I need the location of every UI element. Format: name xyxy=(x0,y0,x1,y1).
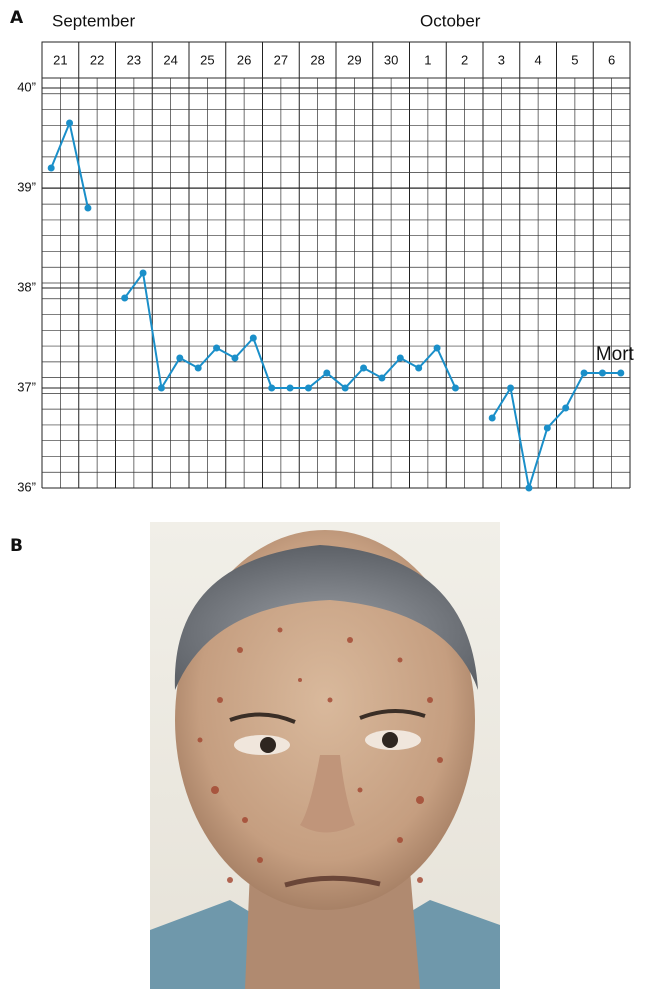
data-point xyxy=(507,385,514,392)
y-tick-label: 37” xyxy=(17,379,36,394)
y-tick-label: 40” xyxy=(17,79,36,94)
data-point xyxy=(231,355,238,362)
y-tick-label: 39” xyxy=(17,179,36,194)
month-label: September xyxy=(52,11,135,30)
data-point xyxy=(525,485,532,492)
data-point xyxy=(489,415,496,422)
data-point xyxy=(599,370,606,377)
x-tick-label: 30 xyxy=(384,52,398,67)
x-tick-label: 2 xyxy=(461,52,468,67)
x-tick-label: 5 xyxy=(571,52,578,67)
panel-label: A xyxy=(10,8,24,28)
data-point xyxy=(342,385,349,392)
data-point xyxy=(562,405,569,412)
data-point xyxy=(434,345,441,352)
x-tick-label: 4 xyxy=(535,52,542,67)
month-label: October xyxy=(420,11,481,30)
figure: A September October B xyxy=(0,0,648,989)
y-tick-label: 38” xyxy=(17,279,36,294)
data-point xyxy=(305,385,312,392)
x-tick-label: 6 xyxy=(608,52,615,67)
y-tick-label: 36” xyxy=(17,479,36,494)
x-tick-label: 27 xyxy=(274,52,288,67)
data-point xyxy=(140,270,147,277)
data-point xyxy=(617,370,624,377)
x-tick-label: 25 xyxy=(200,52,214,67)
data-point xyxy=(360,365,367,372)
x-tick-label: 26 xyxy=(237,52,251,67)
data-point xyxy=(268,385,275,392)
data-point xyxy=(158,385,165,392)
data-point xyxy=(397,355,404,362)
data-point xyxy=(250,335,257,342)
x-tick-label: 29 xyxy=(347,52,361,67)
x-tick-label: 24 xyxy=(163,52,177,67)
x-tick-label: 28 xyxy=(310,52,324,67)
data-point xyxy=(452,385,459,392)
x-tick-label: 23 xyxy=(127,52,141,67)
data-point xyxy=(323,370,330,377)
panel-label: B xyxy=(10,536,23,556)
x-tick-label: 22 xyxy=(90,52,104,67)
portrait xyxy=(150,522,500,989)
x-tick-label: 21 xyxy=(53,52,67,67)
data-point xyxy=(195,365,202,372)
data-point xyxy=(121,295,128,302)
series-line xyxy=(51,123,88,208)
x-tick-label: 3 xyxy=(498,52,505,67)
x-tick-label: 1 xyxy=(424,52,431,67)
data-point xyxy=(213,345,220,352)
data-point xyxy=(581,370,588,377)
data-point xyxy=(66,120,73,127)
data-point xyxy=(378,375,385,382)
annotation: Mort xyxy=(596,344,635,365)
data-point xyxy=(544,425,551,432)
data-point xyxy=(84,205,91,212)
page: {"panels": ["A", "B"], "chart_data": {"t… xyxy=(0,0,648,989)
data-point xyxy=(48,165,55,172)
data-point xyxy=(176,355,183,362)
data-point xyxy=(287,385,294,392)
data-point xyxy=(415,365,422,372)
